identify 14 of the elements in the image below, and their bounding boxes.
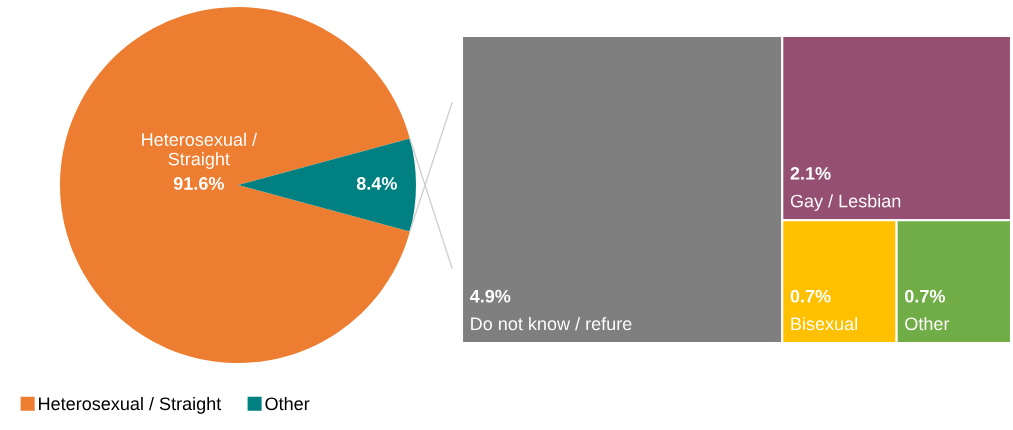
data-label: 91.6% [173,177,224,190]
data-label: 0.7% [790,289,831,303]
legend-label: Heterosexual / Straight [39,396,222,414]
data-label: 0.7% [905,289,945,303]
data-label: 4.9% [469,289,511,303]
data-label: 8.4% [356,177,397,190]
legend-label: Other [265,396,310,411]
category-label: Other [905,316,950,331]
text: Heterosexual / Straight [142,132,258,169]
category-label: Do not know / refure [471,316,632,331]
data-label: 2.1% [790,167,831,180]
category-label: Gay / Lesbian [790,194,901,211]
category-label: Bisexual [791,316,857,331]
pie-slice [60,7,410,363]
